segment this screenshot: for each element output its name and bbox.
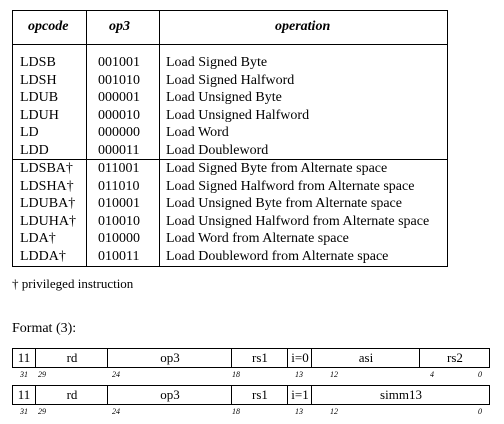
table-row: LDSHA† 011010 Load Signed Halfword from Al… [13, 178, 447, 196]
op3-cell: 000000 [98, 125, 140, 141]
format-title: Format (3): [12, 321, 77, 336]
operation-cell: Load Unsigned Halfword [166, 107, 310, 123]
operation-cell: Load Doubleword [166, 143, 269, 158]
field-rd: rd [35, 386, 108, 404]
opcode-cell: LD [20, 125, 39, 141]
field-rs1: rs1 [231, 386, 288, 404]
group-divider [13, 159, 447, 160]
opcode-cell: LDUB [20, 90, 59, 106]
operation-cell: Load Doubleword from Alternate space [166, 249, 389, 264]
load-instructions-table: opcode op3 operation LDSB 001001 Load Sign… [12, 10, 448, 267]
opcode-cell: LDSBA† [20, 161, 73, 176]
bit-label: 12 [330, 370, 338, 379]
bit-numbers-simm13: 31 29 24 18 13 12 0 [12, 407, 490, 418]
opcode-cell: LDUH [20, 107, 59, 123]
operation-cell: Load Word from Alternate space [166, 231, 349, 247]
opcode-cell: LDD [20, 143, 49, 158]
op3-cell: 000010 [98, 107, 140, 123]
table-row: LDD 000011 Load Doubleword [13, 142, 447, 160]
operation-cell: Load Signed Halfword [166, 72, 295, 88]
opcode-cell: LDDA† [20, 249, 66, 264]
table-row: LDUHA† 010010 Load Unsigned Halfword from … [13, 213, 447, 231]
operation-cell: Load Word [166, 125, 229, 141]
op3-cell: 010011 [98, 249, 140, 264]
format-diagram-simm13: 11 rd op3 rs1 i=1 simm13 [12, 385, 490, 405]
bit-label: 13 [295, 407, 303, 416]
operation-header: operation [275, 19, 331, 34]
op3-cell: 010001 [98, 196, 140, 212]
field-simm13: simm13 [311, 386, 490, 404]
column-divider [159, 11, 160, 266]
column-divider [86, 11, 87, 266]
op3-cell: 000001 [98, 90, 140, 106]
bit-label: 13 [295, 370, 303, 379]
field-op: 11 [17, 387, 31, 402]
bit-label: 24 [112, 370, 120, 379]
table-row: LDSBA† 011001 Load Signed Byte from Altern… [13, 160, 447, 178]
format-diagram-asi: 11 rd op3 rs1 i=0 asi rs2 [12, 348, 490, 368]
bit-label: 18 [232, 407, 240, 416]
opcode-cell: LDSB [20, 55, 56, 70]
table-row: LDSH 001010 Load Signed Halfword [13, 72, 447, 90]
op3-cell: 010000 [98, 231, 140, 247]
table-row: LDDA† 010011 Load Doubleword from Alternat… [13, 248, 447, 266]
op3-cell: 010010 [98, 213, 140, 229]
field-i: i=1 [287, 386, 312, 404]
operation-cell: Load Unsigned Byte from Alternate space [166, 196, 402, 212]
operation-cell: Load Signed Byte [166, 55, 268, 70]
bit-label: 0 [478, 407, 482, 416]
bit-label: 29 [38, 407, 46, 416]
bit-label: 31 [20, 370, 28, 379]
op3-cell: 001001 [98, 55, 140, 70]
op3-cell: 000011 [98, 143, 140, 158]
op3-header: op3 [109, 19, 130, 34]
opcode-cell: LDSHA† [20, 178, 74, 194]
opcode-cell: LDA† [20, 231, 56, 247]
bit-label: 0 [478, 370, 482, 379]
opcode-header: opcode [28, 19, 69, 34]
op3-cell: 011001 [98, 161, 140, 176]
opcode-cell: LDSH [20, 72, 57, 88]
bit-numbers-asi: 31 29 24 18 13 12 4 0 [12, 370, 490, 381]
operation-cell: Load Signed Halfword from Alternate spac… [166, 178, 415, 194]
operation-cell: Load Signed Byte from Alternate space [166, 161, 388, 176]
table-row: LDSB 001001 Load Signed Byte [13, 54, 447, 72]
table-row: LDUH 000010 Load Unsigned Halfword [13, 107, 447, 125]
field-i: i=0 [287, 349, 312, 367]
footnote: † privileged instruction [12, 276, 134, 291]
field-op3: op3 [107, 349, 232, 367]
header-divider [13, 44, 447, 45]
bit-label: 31 [20, 407, 28, 416]
table-row: LD 000000 Load Word [13, 124, 447, 142]
field-rs2: rs2 [419, 349, 490, 367]
table-row: LDA† 010000 Load Word from Alternate space [13, 230, 447, 248]
table-row: LDUBA† 010001 Load Unsigned Byte from Alte… [13, 195, 447, 213]
op3-cell: 011010 [98, 178, 140, 194]
opcode-cell: LDUBA† [20, 196, 76, 212]
field-rs1: rs1 [231, 349, 288, 367]
field-op: 11 [17, 350, 31, 365]
field-rd: rd [35, 349, 108, 367]
operation-cell: Load Unsigned Halfword from Alternate sp… [166, 213, 430, 229]
bit-label: 4 [430, 370, 434, 379]
bit-label: 24 [112, 407, 120, 416]
bit-label: 12 [330, 407, 338, 416]
op3-cell: 001010 [98, 72, 140, 88]
bit-label: 29 [38, 370, 46, 379]
field-asi: asi [311, 349, 420, 367]
table-row: LDUB 000001 Load Unsigned Byte [13, 89, 447, 107]
operation-cell: Load Unsigned Byte [166, 90, 282, 106]
field-op3: op3 [107, 386, 232, 404]
bit-label: 18 [232, 370, 240, 379]
opcode-cell: LDUHA† [20, 213, 76, 229]
